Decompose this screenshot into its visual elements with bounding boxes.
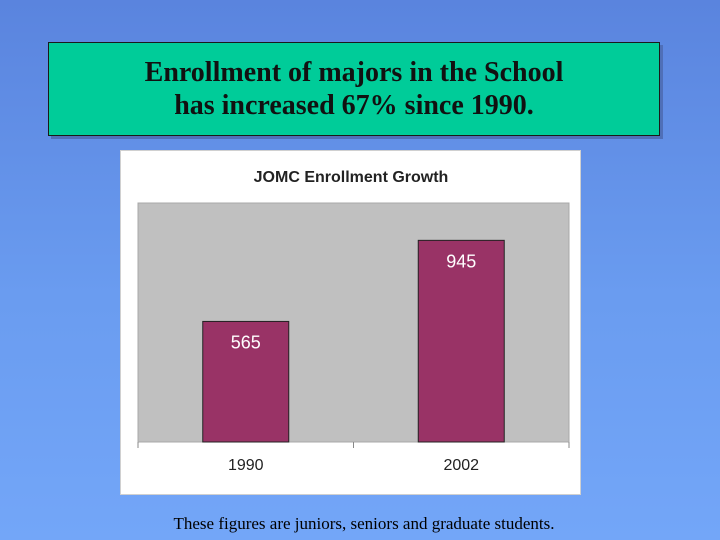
x-tick-label-2002: 2002 <box>443 457 479 474</box>
bar-2002 <box>417 239 505 443</box>
headline-line-2: has increased 67% since 1990. <box>174 90 534 121</box>
chart-panel: JOMC Enrollment Growth 565 1990 945 2002 <box>120 150 581 495</box>
chart-caption: These figures are juniors, seniors and g… <box>173 514 555 533</box>
data-label-1990: 565 <box>231 332 261 352</box>
bar-1990 <box>202 320 290 443</box>
headline-box: Enrollment of majors in the School has i… <box>48 42 660 136</box>
enrollment-bar-chart: JOMC Enrollment Growth 565 1990 945 2002 <box>137 169 570 474</box>
headline-line-1: Enrollment of majors in the School <box>144 57 564 88</box>
x-tick-label-1990: 1990 <box>228 457 264 474</box>
data-label-2002: 945 <box>446 251 476 271</box>
chart-title: JOMC Enrollment Growth <box>254 169 449 186</box>
